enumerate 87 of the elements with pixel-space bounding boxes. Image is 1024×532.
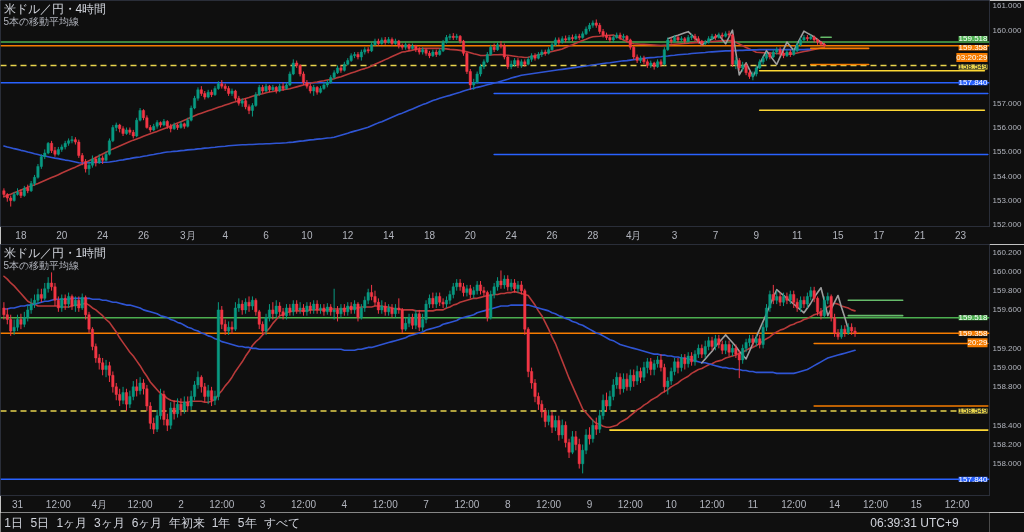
y-tick-label: 153.000 <box>992 195 1022 205</box>
text: 5本の移動平均線 <box>3 16 80 27</box>
x-tick-label: 12:00 <box>781 498 807 510</box>
x-tick-label: 24 <box>97 229 109 241</box>
y-tick-label: 155.000 <box>992 147 1022 157</box>
y-tick-label: 158.800 <box>992 382 1022 392</box>
y-tick-label: 152.000 <box>992 220 1022 230</box>
x-tick-label: 11 <box>747 498 759 510</box>
x-tick-label: 4月 <box>625 229 642 241</box>
text: 5日 <box>30 515 50 530</box>
text: 6ヶ月 <box>131 515 163 530</box>
x-tick-label: 15 <box>910 498 923 510</box>
y-tick-label: 160.200 <box>992 247 1022 257</box>
x-tick-label: 12:00 <box>209 498 235 510</box>
x-tick-label: 4月 <box>91 498 108 510</box>
y-tick-label: 156.000 <box>992 122 1022 132</box>
y-tick-label: 159.200 <box>992 343 1022 353</box>
x-tick-label: 12:00 <box>617 498 644 510</box>
x-tick-label: 18 <box>423 229 436 241</box>
y-tick-label: 154.000 <box>992 171 1022 181</box>
y-tick-label: 158.400 <box>992 420 1022 430</box>
x-tick-label: 12:00 <box>372 498 399 510</box>
x-tick-label: 9 <box>753 229 760 241</box>
ref-line-label: 157.840 <box>958 78 989 88</box>
x-tick-label: 18 <box>15 229 27 241</box>
x-tick-label: 17 <box>873 229 885 241</box>
text: 1ヶ月 <box>56 515 88 530</box>
x-tick-label: 24 <box>505 229 518 241</box>
text: 06:39:31 UTC+9 <box>870 515 959 530</box>
ref-line-label: 158.549 <box>958 62 989 72</box>
y-tick-label: 161.000 <box>992 1 1022 11</box>
x-tick-label: 20 <box>56 229 68 241</box>
text: 年初来 <box>169 515 206 530</box>
x-tick-label: 14 <box>383 229 395 241</box>
x-tick-label: 12 <box>342 229 354 241</box>
ref-line-label: 157.840 <box>958 474 989 484</box>
x-tick-label: 26 <box>546 229 559 241</box>
x-tick-label: 12:00 <box>454 498 480 510</box>
ref-line-label: 159.518 <box>958 313 989 323</box>
x-tick-label: 3 <box>259 498 266 510</box>
chart-title: 米ドル／円・4時間 <box>3 1 107 16</box>
y-tick-label: 158.200 <box>992 440 1022 450</box>
ref-line-label: 159.358 03:20:29 <box>956 43 989 62</box>
x-tick-label: 28 <box>587 229 599 241</box>
y-tick-label: 159.000 <box>992 363 1022 373</box>
x-tick-label: 7 <box>712 229 719 241</box>
x-tick-label: 9 <box>586 498 593 510</box>
x-tick-label: 12:00 <box>127 498 154 510</box>
x-tick-label: 31 <box>11 498 24 510</box>
text: 5本の移動平均線 <box>3 260 80 271</box>
x-tick-label: 26 <box>137 229 150 241</box>
x-tick-label: 12:00 <box>536 498 562 510</box>
text: 1年 <box>211 515 231 530</box>
y-tick-label: 160.000 <box>992 25 1022 35</box>
x-tick-label: 6 <box>263 229 270 241</box>
y-tick-label: 160.000 <box>992 266 1022 276</box>
x-tick-label: 21 <box>914 229 926 241</box>
y-tick-label: 158.000 <box>992 459 1022 469</box>
x-tick-label: 2 <box>178 498 185 510</box>
x-tick-label: 3 <box>671 229 678 241</box>
ref-line-label: 159.518 <box>958 33 989 43</box>
y-tick-label: 159.600 <box>992 305 1022 315</box>
x-tick-label: 15 <box>832 229 844 241</box>
x-tick-label: 12:00 <box>944 498 971 510</box>
x-tick-label: 10 <box>301 229 313 241</box>
chart-title: 米ドル／円・1時間 <box>3 245 107 260</box>
x-tick-label: 4 <box>222 229 229 241</box>
x-tick-label: 4 <box>341 498 348 510</box>
x-tick-label: 7 <box>423 498 430 510</box>
x-tick-label: 23 <box>955 229 967 241</box>
text: すべて <box>263 515 300 530</box>
x-tick-label: 3月 <box>179 229 196 241</box>
y-tick-label: 157.000 <box>992 98 1022 108</box>
x-tick-label: 12:00 <box>699 498 725 510</box>
x-tick-label: 12:00 <box>45 498 72 510</box>
x-tick-label: 14 <box>829 498 841 510</box>
text: 3ヶ月 <box>94 515 125 530</box>
x-tick-label: 12:00 <box>290 498 317 510</box>
ref-line-label: 158.549 <box>958 406 989 416</box>
text: 5年 <box>237 515 257 530</box>
x-tick-label: 10 <box>665 498 678 510</box>
x-tick-label: 20 <box>464 229 477 241</box>
x-tick-label: 8 <box>504 498 511 510</box>
text: 1日 <box>4 515 24 530</box>
y-tick-label: 159.800 <box>992 286 1022 296</box>
x-tick-label: 12:00 <box>862 498 889 510</box>
x-tick-label: 11 <box>791 229 803 241</box>
